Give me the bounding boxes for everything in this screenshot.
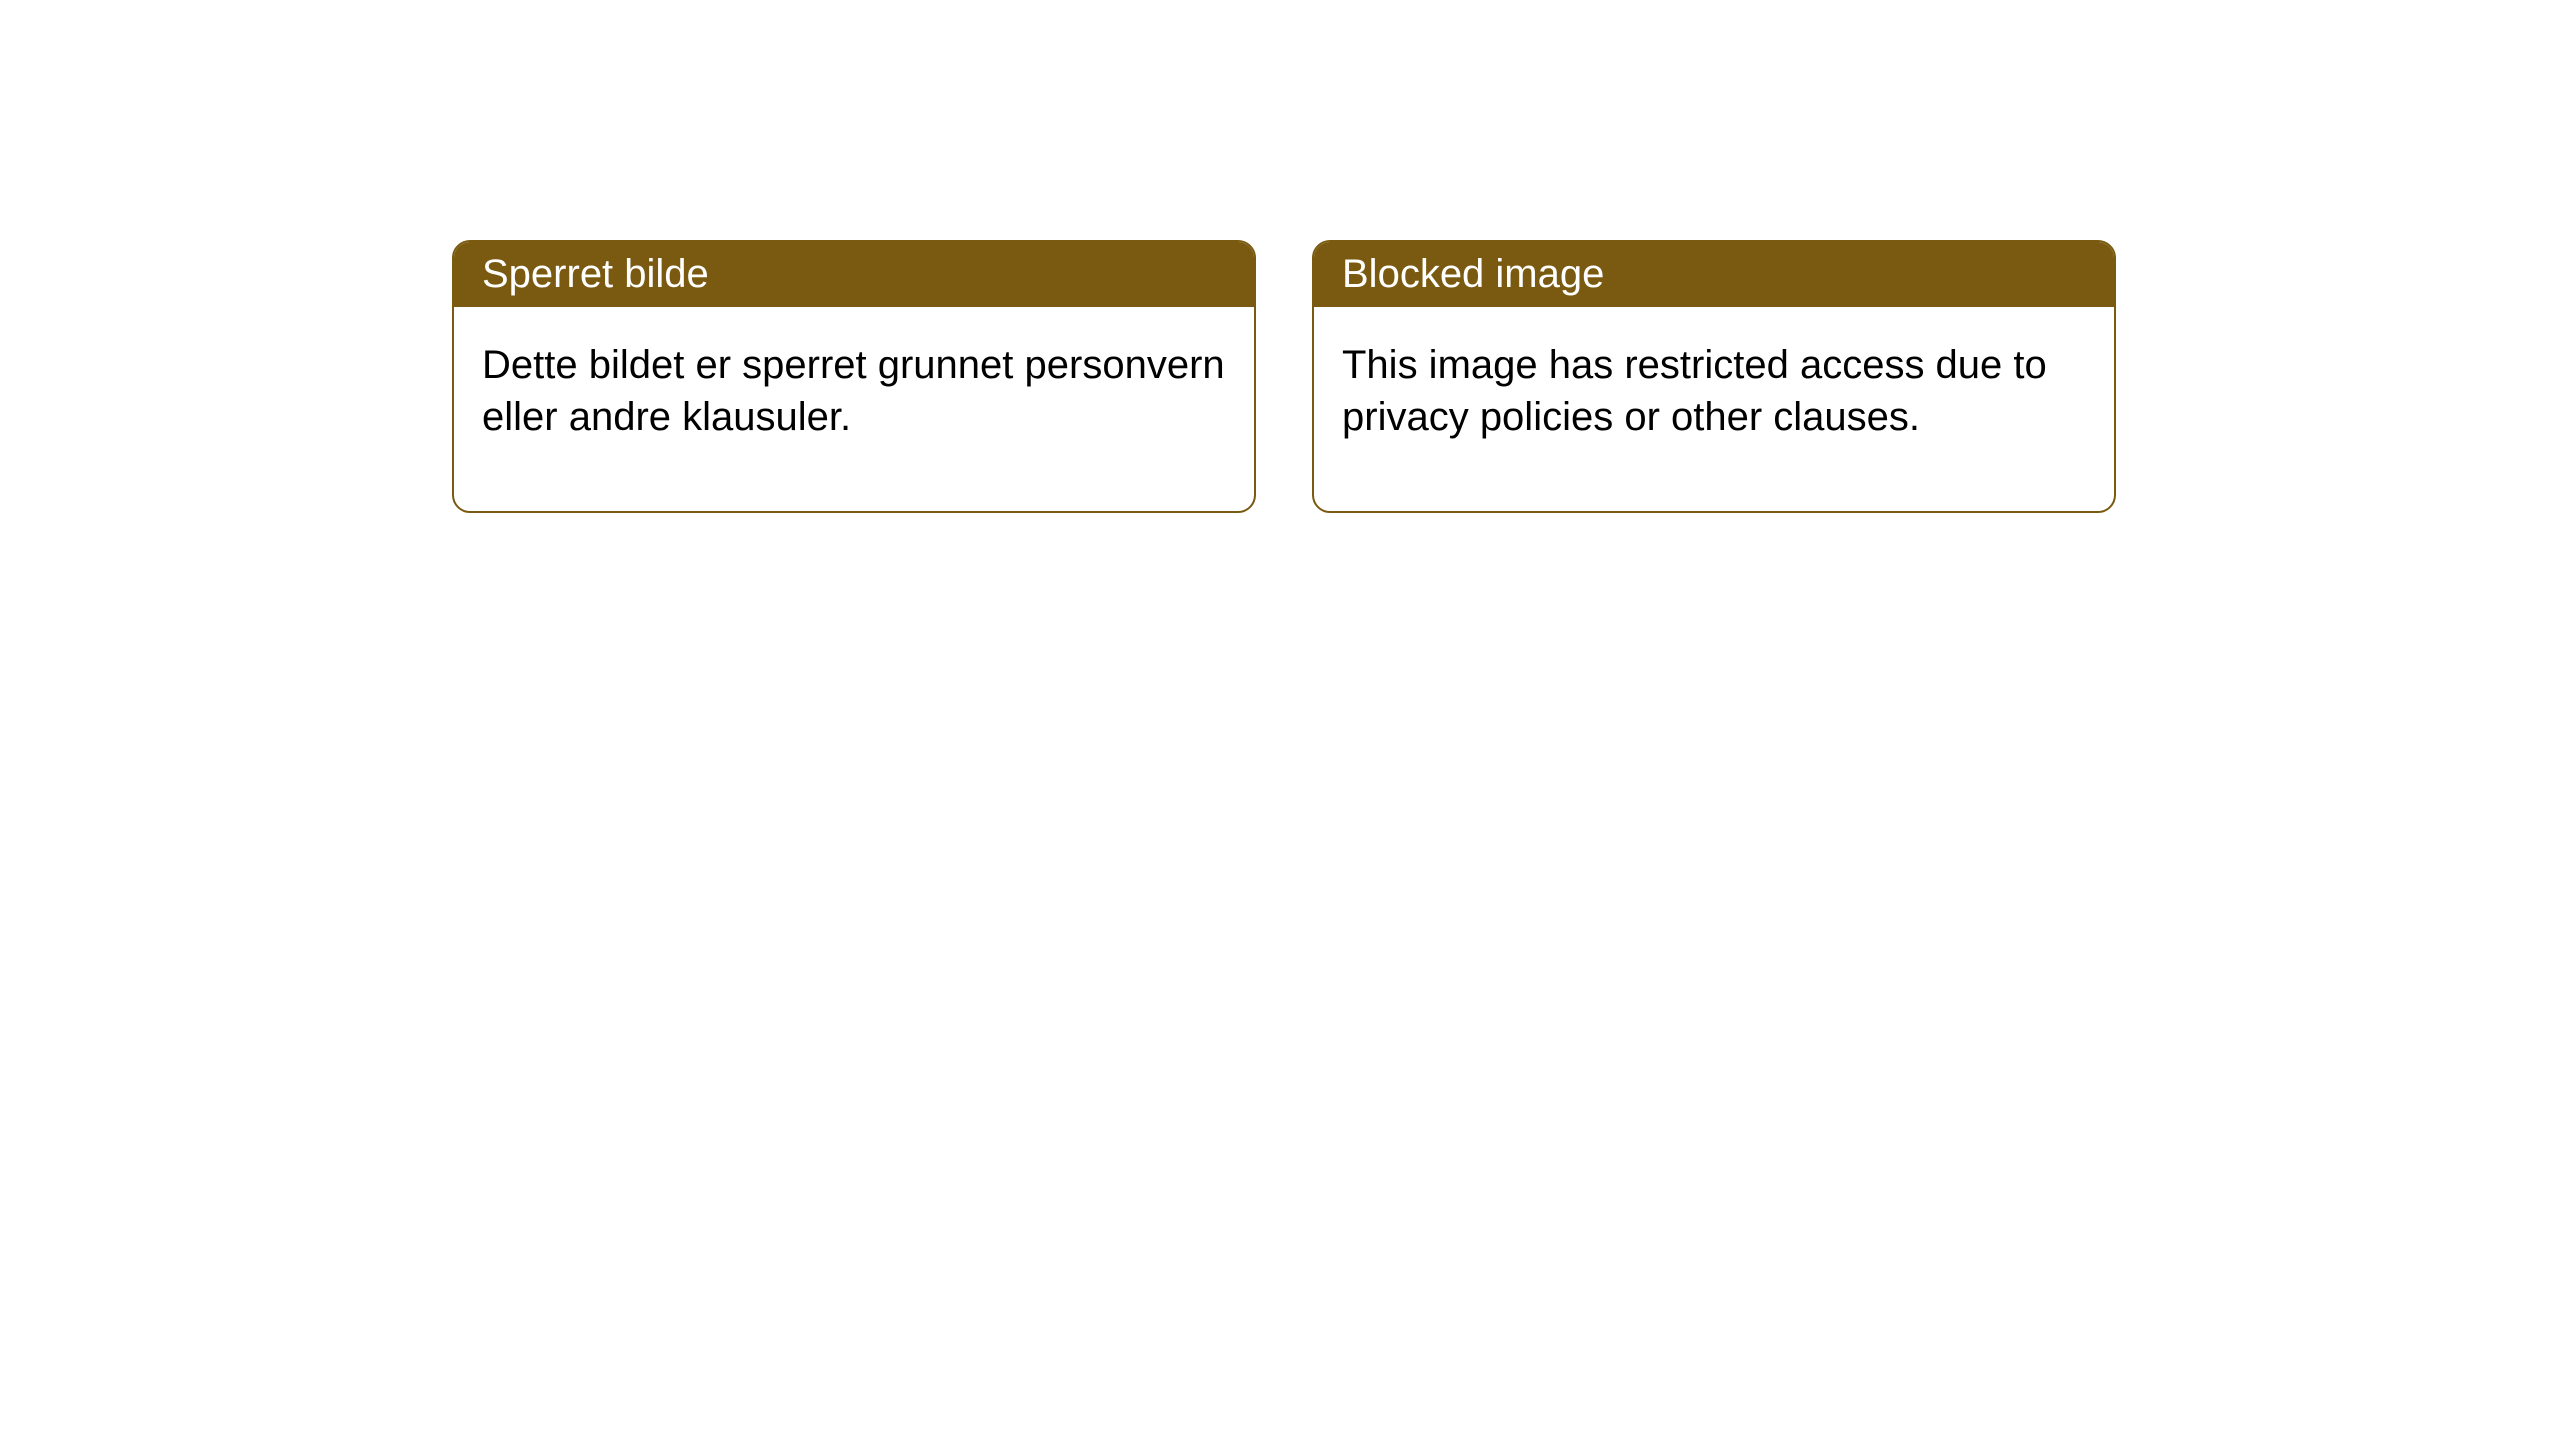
card-header-no: Sperret bilde xyxy=(454,242,1254,307)
card-body-no: Dette bildet er sperret grunnet personve… xyxy=(454,307,1254,511)
blocked-image-card-en: Blocked image This image has restricted … xyxy=(1312,240,2116,513)
card-body-en: This image has restricted access due to … xyxy=(1314,307,2114,511)
card-header-en: Blocked image xyxy=(1314,242,2114,307)
blocked-image-card-no: Sperret bilde Dette bildet er sperret gr… xyxy=(452,240,1256,513)
blocked-image-cards: Sperret bilde Dette bildet er sperret gr… xyxy=(452,240,2116,513)
